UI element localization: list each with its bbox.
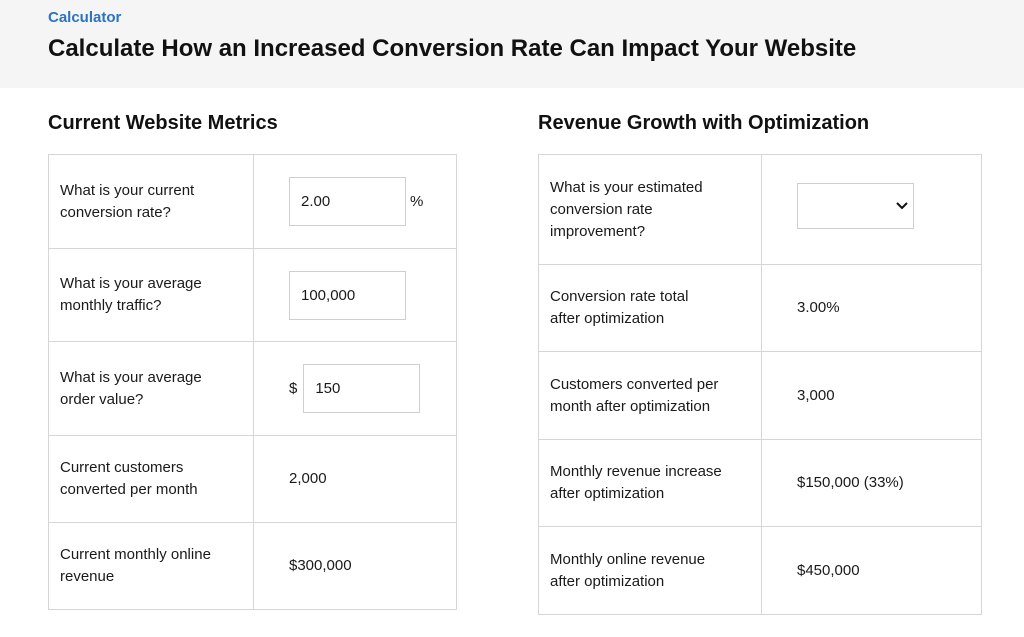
row-label: Current monthly online revenue — [60, 546, 211, 585]
row-label: What is your estimated conversion rate i… — [550, 178, 703, 240]
row-label: What is your current conversion rate? — [60, 181, 195, 221]
value: $150,000 (33%) — [797, 474, 904, 491]
value: $450,000 — [797, 561, 860, 579]
value: 2,000 — [289, 470, 327, 487]
text-input[interactable]: 100,000 — [289, 270, 406, 320]
row-label: What is your average order value? — [60, 368, 202, 408]
chevron — [896, 202, 908, 210]
unit: $ — [289, 379, 298, 397]
unit: % — [410, 192, 424, 210]
row-label: Monthly online revenue after optimizatio… — [550, 550, 706, 590]
value: 3,000 — [797, 386, 835, 404]
eyebrow: Calculator — [48, 9, 122, 26]
row-label: Monthly revenue increase after optimizat… — [550, 463, 722, 502]
value: 3.00% — [797, 299, 840, 316]
row-label: Current customers converted per month — [60, 459, 198, 498]
page-title: Calculate How an Increased Conversion Ra… — [48, 35, 857, 62]
text-input[interactable]: 2.00 — [289, 177, 406, 226]
row-label: What is your average monthly traffic? — [60, 275, 202, 314]
text-input[interactable]: 150 — [303, 364, 421, 413]
section-title: Revenue Growth with Optimization — [538, 112, 870, 134]
dropdown[interactable] — [797, 183, 914, 229]
metrics-table: What is your current conversion rate? 2.… — [48, 154, 457, 610]
header: Calculator Calculate How an Increased Co… — [0, 0, 1024, 88]
section-title: Current Website Metrics — [48, 112, 278, 134]
growth-table: What is your estimated conversion rate i… — [538, 154, 982, 615]
value: $300,000 — [289, 557, 352, 574]
row-label: Conversion rate total after optimization — [550, 288, 689, 327]
row-label: Customers converted per month after opti… — [550, 375, 719, 415]
